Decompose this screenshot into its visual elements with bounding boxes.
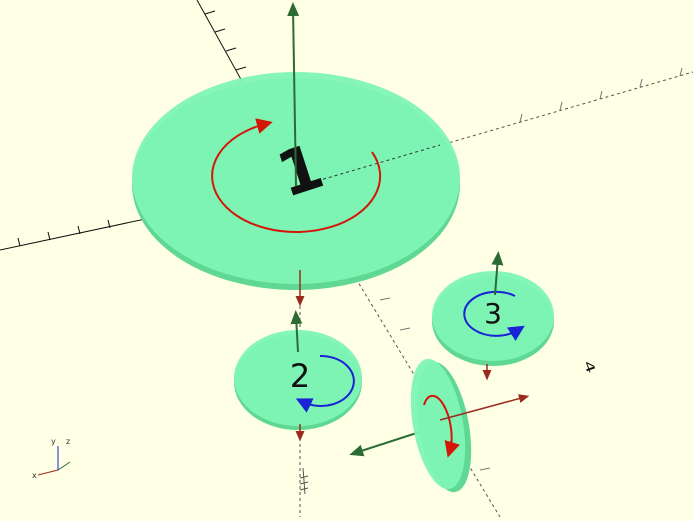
disc-1[interactable]: 1 xyxy=(132,2,460,307)
axis-z-label: z xyxy=(66,437,70,446)
rotation-arrow-cw xyxy=(423,394,460,458)
rotation-arrow-cw xyxy=(211,118,382,233)
rotation-arrow-ccw xyxy=(295,354,355,413)
disc-2[interactable]: 2 xyxy=(234,310,362,442)
normal-vector-up xyxy=(287,2,300,187)
axis-y-label: y xyxy=(51,437,56,446)
grid-marks xyxy=(299,467,309,495)
normal-vector-up xyxy=(491,251,504,296)
disc-4[interactable]: 4 xyxy=(349,355,598,497)
normal-vector-right xyxy=(439,394,530,421)
disc-3[interactable]: 3 xyxy=(432,251,554,381)
disc-label: 4 xyxy=(581,359,598,376)
axes-indicator: x y z xyxy=(32,437,71,480)
disc-label: 2 xyxy=(290,357,310,395)
normal-vector-up xyxy=(290,310,303,353)
axis-x-label: x xyxy=(32,471,37,480)
disc-label: 3 xyxy=(484,297,502,330)
